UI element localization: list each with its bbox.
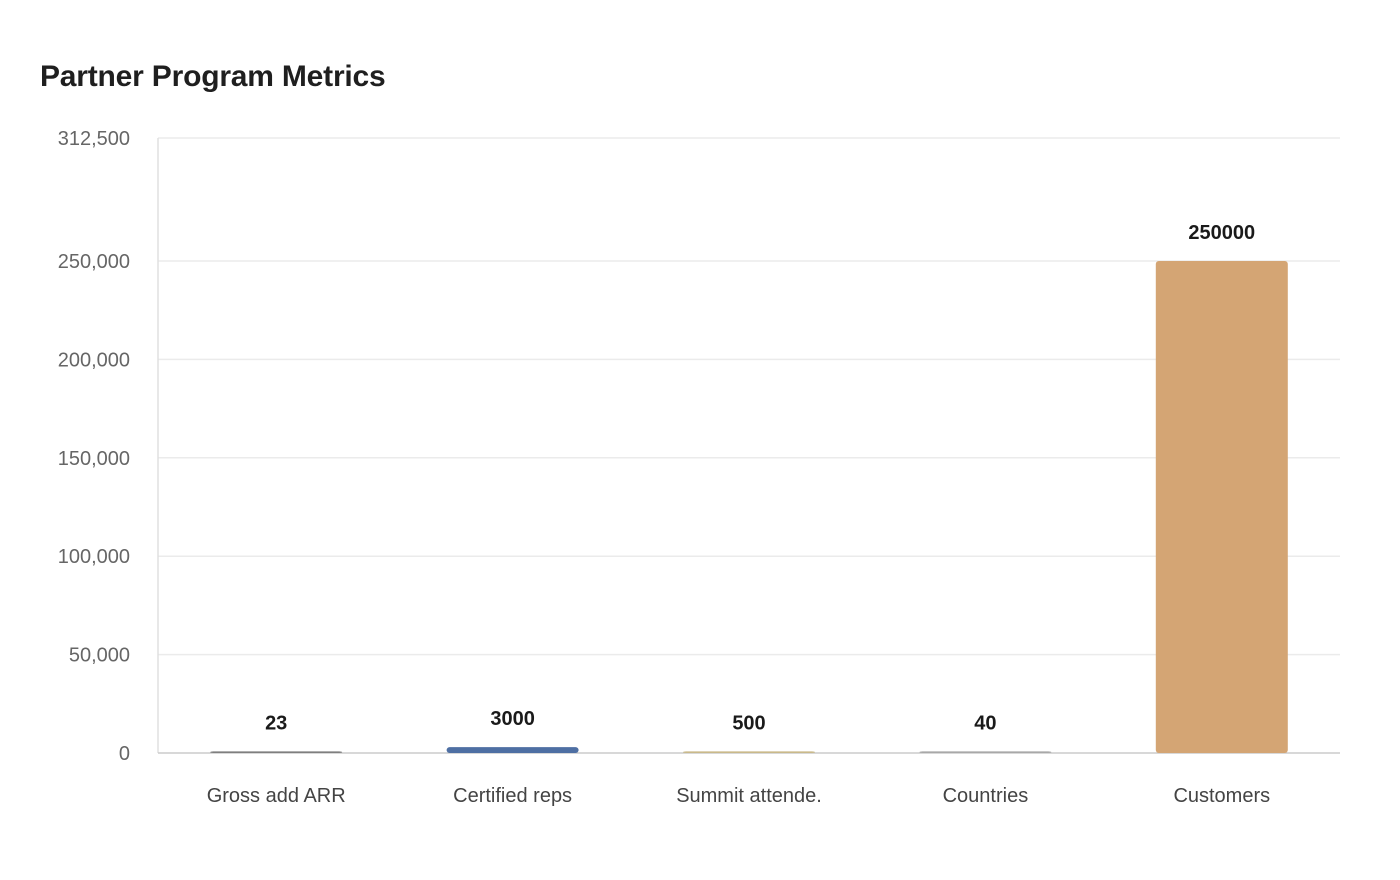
data-label: 23: [265, 712, 287, 734]
y-tick-label: 50,000: [69, 645, 130, 667]
x-tick-labels: Gross add ARR Certified reps Summit attend…: [207, 785, 1270, 807]
data-label: 40: [974, 712, 996, 734]
y-tick-label: 250,000: [58, 251, 130, 273]
x-tick-label: Gross add ARR: [207, 785, 346, 807]
x-tick-label: Countries: [943, 785, 1029, 807]
x-tick-label: Summit attende.: [676, 785, 822, 807]
y-tick-label: 312,500: [58, 128, 130, 150]
bar: [1155, 261, 1288, 753]
chart-title: Partner Program Metrics: [40, 60, 386, 93]
bar: [919, 751, 1052, 753]
bar: [683, 751, 815, 753]
y-tick-labels: 0 50,000 100,000 150,000 200,000 250,000 312,5…: [58, 128, 130, 765]
y-tick-label: 100,000: [58, 546, 130, 568]
data-labels: 23 3000 500 40 250000: [265, 222, 1255, 734]
data-label: 250000: [1188, 222, 1255, 244]
y-tick-label: 0: [119, 743, 130, 765]
x-tick-label: Certified reps: [453, 785, 572, 807]
data-label: 3000: [490, 708, 535, 730]
data-label: 500: [732, 712, 765, 734]
bars: [210, 261, 1288, 753]
x-tick-label: Customers: [1173, 785, 1270, 807]
bar: [210, 751, 343, 753]
grid-lines: [158, 137, 1340, 656]
y-tick-label: 150,000: [58, 448, 130, 470]
bar: [446, 747, 579, 753]
y-tick-label: 200,000: [58, 349, 130, 371]
